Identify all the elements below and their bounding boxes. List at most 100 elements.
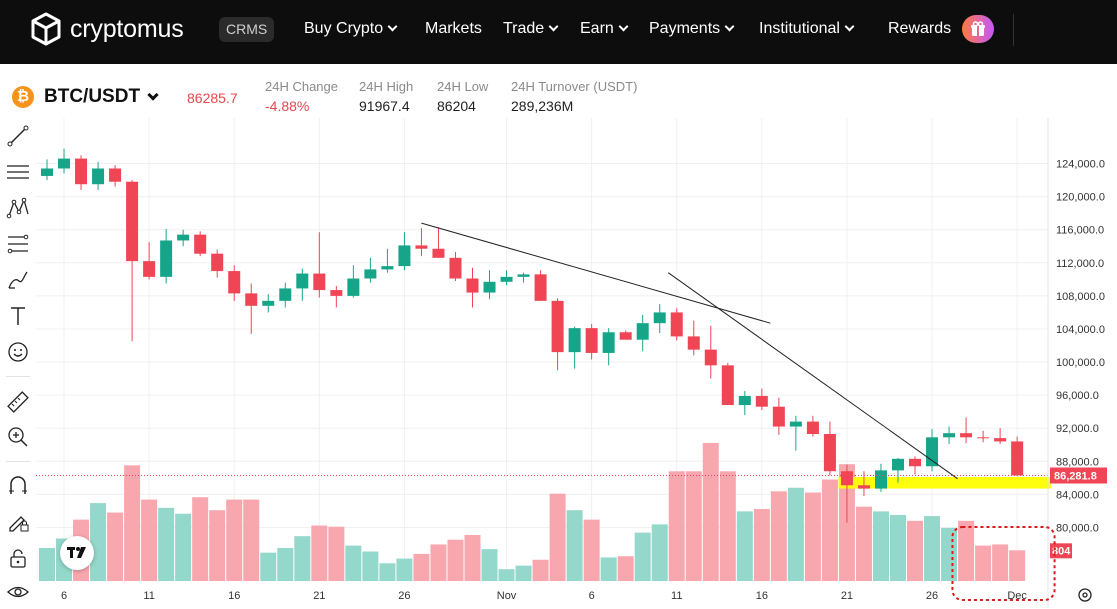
y-tick-label: 112,000.0 xyxy=(1056,258,1104,270)
y-tick-label: 88,000.0 xyxy=(1056,456,1099,468)
trendline xyxy=(421,222,771,324)
nav-label: Markets xyxy=(425,20,482,37)
volume-bar xyxy=(158,507,175,581)
zoom-in-icon[interactable] xyxy=(4,423,32,451)
x-tick-label: 26 xyxy=(926,590,938,602)
volume-bar xyxy=(328,526,345,581)
candle-body xyxy=(381,266,394,270)
volume-bar xyxy=(1009,550,1026,581)
lock-icon[interactable] xyxy=(4,544,32,572)
pair-label: BTC/USDT xyxy=(44,86,141,107)
horizontal-lines-icon[interactable] xyxy=(4,158,32,186)
candle-body xyxy=(874,470,887,489)
x-tick-label: 21 xyxy=(313,590,325,602)
volume-bar xyxy=(685,471,702,581)
crms-badge[interactable]: CRMS xyxy=(219,17,275,42)
chevron-down-icon xyxy=(147,88,159,101)
candle-body xyxy=(415,245,428,249)
volume-bar xyxy=(39,547,55,581)
volume-bar xyxy=(668,471,685,581)
bitcoin-icon: ₿ xyxy=(12,86,34,108)
ruler-icon[interactable] xyxy=(4,388,32,416)
nav-trade[interactable]: Trade xyxy=(503,20,559,38)
last-price: 86285.7 xyxy=(187,90,238,106)
gift-icon[interactable] xyxy=(962,15,994,43)
nav-markets[interactable]: Markets xyxy=(425,20,482,38)
volume-bar xyxy=(787,487,804,581)
nav-label: Buy Crypto xyxy=(304,20,384,37)
pencil-lock-icon[interactable] xyxy=(4,508,32,536)
candle-body xyxy=(449,257,462,279)
brush-icon[interactable] xyxy=(4,266,32,294)
nav-label: Institutional xyxy=(759,20,840,37)
nav-earn[interactable]: Earn xyxy=(580,20,629,38)
nav-label: Payments xyxy=(649,20,721,37)
volume-bar xyxy=(141,499,158,581)
candle-body xyxy=(755,395,768,407)
price-tag xyxy=(1050,467,1107,484)
nav-label: Earn xyxy=(580,20,614,37)
candle-body xyxy=(977,437,990,439)
volume-bar xyxy=(464,534,481,581)
volume-bars xyxy=(39,442,1026,581)
candlestick-chart[interactable]: 80,000.0 84,000.0 88,000.0 92,000.0 96,000.0… xyxy=(36,118,1117,608)
volume-bar xyxy=(924,516,941,581)
volume-bar xyxy=(243,499,260,581)
volume-bar xyxy=(498,569,515,581)
grid-lines xyxy=(36,118,1048,581)
candle-body xyxy=(534,274,547,301)
price-axis: 80,000.0 84,000.0 88,000.0 92,000.0 96,000.0… xyxy=(1047,118,1107,608)
volume-bar xyxy=(90,503,107,581)
y-tick-label: 96,000.0 xyxy=(1056,390,1099,402)
nav-rewards[interactable]: Rewards xyxy=(888,20,951,38)
volume-bar xyxy=(447,539,464,581)
x-tick-label: Nov xyxy=(497,590,517,602)
candle-body xyxy=(483,281,496,293)
volume-bar xyxy=(617,556,634,581)
tv-logo-icon xyxy=(67,547,86,558)
volume-tag-label: 804 xyxy=(1052,545,1071,557)
candle-body xyxy=(262,300,275,306)
volume-bar xyxy=(855,506,872,581)
text-icon[interactable] xyxy=(4,302,32,330)
eye-icon[interactable] xyxy=(4,578,32,606)
x-tick-label: 16 xyxy=(228,590,240,602)
candle-body xyxy=(806,421,819,434)
nav-payments[interactable]: Payments xyxy=(649,20,735,38)
candle-body xyxy=(364,269,377,279)
candle-body xyxy=(347,278,360,296)
candle-body xyxy=(619,332,632,340)
pair-selector[interactable]: BTC/USDT xyxy=(44,86,159,108)
y-tick-label: 100,000.0 xyxy=(1056,357,1105,369)
nav-institutional[interactable]: Institutional xyxy=(759,20,855,38)
change-label: 24H Change xyxy=(265,79,338,94)
volume-bar xyxy=(413,553,430,581)
y-tick-label: 108,000.0 xyxy=(1056,291,1105,303)
volume-bar xyxy=(124,465,141,581)
candle-body xyxy=(228,271,241,294)
candle-body xyxy=(160,240,173,277)
volume-bar xyxy=(345,545,362,581)
tradingview-logo[interactable] xyxy=(60,536,94,570)
candle-body xyxy=(398,245,411,267)
pattern-icon[interactable] xyxy=(4,194,32,222)
brand-logo[interactable]: cryptomus xyxy=(30,12,184,46)
volume-bar xyxy=(992,544,1009,581)
emoji-icon[interactable] xyxy=(4,338,32,366)
candle-body xyxy=(960,433,973,438)
magnet-icon[interactable] xyxy=(4,472,32,500)
candle-body xyxy=(432,248,445,258)
volume-bar xyxy=(770,491,787,581)
volume-bar xyxy=(481,549,498,581)
price-chart[interactable]: 80,000.0 84,000.0 88,000.0 92,000.0 96,000.0… xyxy=(36,118,1117,608)
fib-icon[interactable] xyxy=(4,230,32,258)
nav-label: Trade xyxy=(503,20,545,37)
trend-line-icon[interactable] xyxy=(4,122,32,150)
x-tick-label: 11 xyxy=(671,590,682,602)
nav-buy-crypto[interactable]: Buy Crypto xyxy=(304,20,398,38)
change-value: -4.88% xyxy=(265,98,310,114)
candle-body xyxy=(279,288,292,301)
volume-bar xyxy=(890,514,906,581)
chart-settings-icon[interactable] xyxy=(1076,586,1094,604)
support-highlight xyxy=(838,477,1052,489)
